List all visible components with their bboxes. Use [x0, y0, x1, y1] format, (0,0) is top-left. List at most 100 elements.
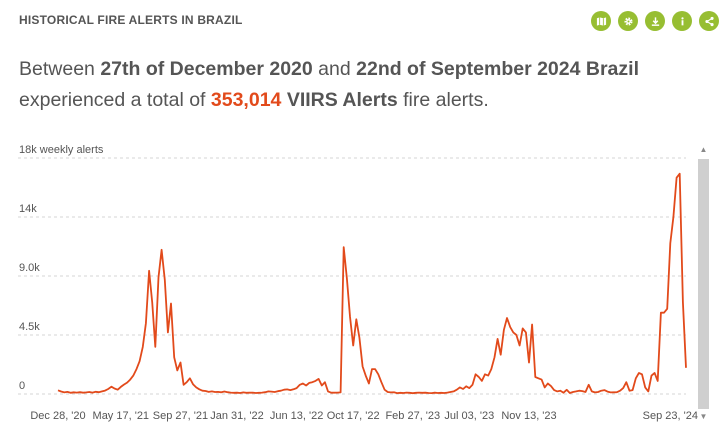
data-point[interactable]	[75, 391, 78, 394]
data-point[interactable]	[546, 382, 549, 385]
data-point[interactable]	[433, 391, 436, 394]
info-button[interactable]	[672, 11, 692, 31]
data-point[interactable]	[220, 391, 223, 394]
data-point[interactable]	[575, 390, 578, 393]
data-point[interactable]	[85, 391, 88, 394]
data-point[interactable]	[295, 387, 298, 390]
data-point[interactable]	[339, 391, 342, 394]
map-button[interactable]	[591, 11, 611, 31]
data-point[interactable]	[154, 345, 157, 348]
data-point[interactable]	[257, 391, 260, 394]
data-point[interactable]	[286, 388, 289, 391]
data-point[interactable]	[436, 391, 439, 394]
data-point[interactable]	[411, 392, 414, 395]
data-point[interactable]	[462, 387, 465, 390]
data-point[interactable]	[91, 391, 94, 394]
data-point[interactable]	[405, 391, 408, 394]
data-point[interactable]	[678, 172, 681, 175]
data-point[interactable]	[418, 391, 421, 394]
data-point[interactable]	[210, 390, 213, 393]
data-point[interactable]	[122, 383, 125, 386]
data-point[interactable]	[443, 391, 446, 394]
data-point[interactable]	[311, 381, 314, 384]
data-point[interactable]	[455, 388, 458, 391]
data-point[interactable]	[308, 381, 311, 384]
data-point[interactable]	[69, 391, 72, 394]
scroll-thumb[interactable]	[698, 159, 709, 409]
data-point[interactable]	[675, 176, 678, 179]
data-point[interactable]	[446, 391, 449, 394]
data-point[interactable]	[305, 384, 308, 387]
data-point[interactable]	[634, 377, 637, 380]
data-point[interactable]	[402, 391, 405, 394]
data-point[interactable]	[60, 390, 63, 393]
data-point[interactable]	[135, 368, 138, 371]
data-point[interactable]	[465, 385, 468, 388]
data-point[interactable]	[562, 391, 565, 394]
data-point[interactable]	[361, 365, 364, 368]
data-point[interactable]	[490, 368, 493, 371]
data-point[interactable]	[104, 389, 107, 392]
data-point[interactable]	[229, 391, 232, 394]
data-point[interactable]	[556, 390, 559, 393]
data-point[interactable]	[292, 388, 295, 391]
data-point[interactable]	[264, 391, 267, 394]
data-point[interactable]	[261, 391, 264, 394]
data-point[interactable]	[242, 391, 245, 394]
data-point[interactable]	[144, 322, 147, 325]
data-point[interactable]	[452, 390, 455, 393]
data-point[interactable]	[430, 392, 433, 395]
data-point[interactable]	[141, 345, 144, 348]
data-point[interactable]	[367, 382, 370, 385]
data-point[interactable]	[370, 368, 373, 371]
data-point[interactable]	[223, 390, 226, 393]
data-point[interactable]	[587, 383, 590, 386]
data-point[interactable]	[571, 390, 574, 393]
data-point[interactable]	[323, 381, 326, 384]
data-point[interactable]	[543, 386, 546, 389]
data-point[interactable]	[628, 389, 631, 392]
data-point[interactable]	[568, 391, 571, 394]
data-point[interactable]	[493, 356, 496, 359]
data-point[interactable]	[358, 336, 361, 339]
data-point[interactable]	[593, 391, 596, 394]
data-point[interactable]	[392, 391, 395, 394]
data-point[interactable]	[565, 388, 568, 391]
data-point[interactable]	[72, 391, 75, 394]
data-point[interactable]	[619, 389, 622, 392]
data-point[interactable]	[471, 383, 474, 386]
data-point[interactable]	[537, 377, 540, 380]
data-point[interactable]	[518, 344, 521, 347]
data-point[interactable]	[63, 391, 66, 394]
data-point[interactable]	[157, 276, 160, 279]
data-point[interactable]	[414, 391, 417, 394]
data-point[interactable]	[527, 361, 530, 364]
data-point[interactable]	[179, 361, 182, 364]
data-point[interactable]	[100, 390, 103, 393]
data-point[interactable]	[581, 390, 584, 393]
data-point[interactable]	[622, 387, 625, 390]
data-point[interactable]	[182, 383, 185, 386]
data-point[interactable]	[502, 328, 505, 331]
data-point[interactable]	[637, 371, 640, 374]
data-point[interactable]	[129, 378, 132, 381]
data-point[interactable]	[364, 374, 367, 377]
data-point[interactable]	[625, 381, 628, 384]
data-point[interactable]	[66, 390, 69, 393]
data-point[interactable]	[377, 373, 380, 376]
data-point[interactable]	[631, 389, 634, 392]
data-point[interactable]	[553, 389, 556, 392]
data-point[interactable]	[603, 389, 606, 392]
data-point[interactable]	[653, 371, 656, 374]
data-point[interactable]	[207, 390, 210, 393]
data-point[interactable]	[396, 392, 399, 395]
data-point[interactable]	[647, 390, 650, 393]
data-point[interactable]	[110, 385, 113, 388]
data-point[interactable]	[512, 331, 515, 334]
data-point[interactable]	[672, 215, 675, 218]
data-point[interactable]	[380, 381, 383, 384]
chart-scrollbar[interactable]: ▲ ▼	[697, 145, 710, 423]
data-point[interactable]	[226, 391, 229, 394]
data-point[interactable]	[650, 374, 653, 377]
data-point[interactable]	[245, 391, 248, 394]
